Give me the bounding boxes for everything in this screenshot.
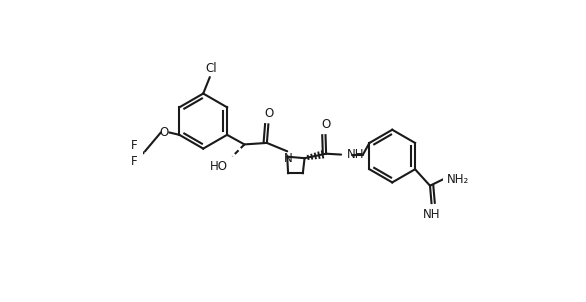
Text: Cl: Cl (205, 62, 217, 75)
Text: F: F (131, 155, 137, 168)
Text: NH: NH (423, 208, 440, 221)
Text: O: O (159, 126, 168, 139)
Text: NH: NH (346, 148, 364, 161)
Text: N: N (284, 152, 292, 165)
Text: NH₂: NH₂ (447, 173, 469, 186)
Text: O: O (321, 118, 330, 131)
Text: O: O (264, 107, 273, 120)
Text: HO: HO (210, 160, 229, 173)
Text: F: F (131, 139, 137, 152)
